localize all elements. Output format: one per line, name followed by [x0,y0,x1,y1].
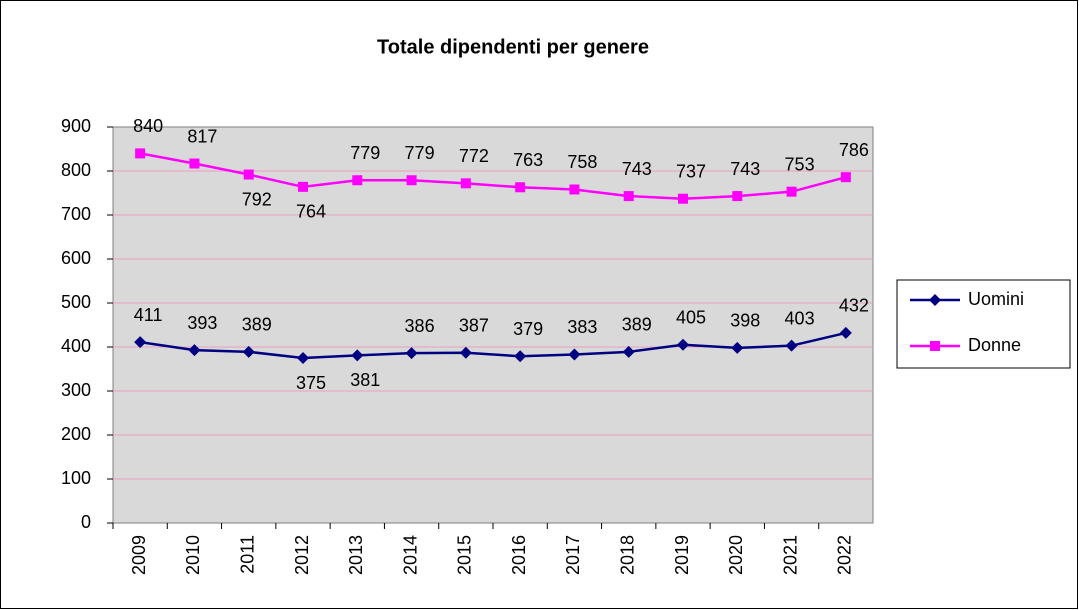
marker [243,169,254,180]
x-tick-label: 2017 [563,535,583,575]
series-line [139,152,847,200]
data-label: 405 [676,308,706,328]
marker [929,294,941,306]
data-label: 743 [730,159,760,179]
data-label: 381 [350,370,380,390]
y-tick-label: 600 [61,248,91,268]
data-label: 817 [187,126,217,146]
x-tick-label: 2009 [129,535,149,575]
y-tick-label: 300 [61,380,91,400]
y-tick-label: 500 [61,292,91,312]
marker [459,346,472,359]
y-tick-label: 400 [61,336,91,356]
data-label: 387 [459,315,489,335]
data-label: 375 [296,373,326,393]
y-tick-label: 0 [81,512,91,532]
x-tick-label: 2014 [400,535,420,575]
data-label: 758 [567,152,597,172]
marker [677,338,689,351]
x-tick-label: 2021 [780,535,800,575]
x-tick-label: 2010 [183,535,203,575]
marker [785,339,798,352]
y-tick-label: 800 [61,160,91,180]
y-tick-label: 200 [61,424,91,444]
data-label: 432 [839,296,869,316]
x-tick-label: 2011 [237,535,257,574]
marker [189,158,200,169]
marker [678,193,688,204]
x-tick-label: 2018 [617,535,637,575]
plot-area [112,126,874,524]
data-label: 753 [785,154,815,174]
legend-label: Uomini [968,289,1024,309]
x-tick-label: 2020 [726,535,746,575]
data-label: 383 [567,317,597,337]
data-label: 840 [133,116,163,136]
marker [731,341,744,354]
marker [297,352,309,364]
data-label: 772 [459,146,489,166]
data-label: 386 [405,316,435,336]
marker [568,348,581,361]
data-label: 389 [622,315,652,335]
series-line [139,331,847,360]
data-label: 389 [242,315,272,335]
marker [352,175,363,186]
marker [134,336,147,349]
legend [896,279,1071,369]
x-tick-label: 2019 [672,535,692,575]
data-label: 786 [839,140,869,160]
data-label: 792 [242,189,272,209]
marker [514,350,527,363]
marker [298,181,308,192]
marker [569,184,580,195]
data-label: 379 [513,319,543,339]
data-label: 398 [730,311,760,331]
marker [351,349,364,362]
data-label: 411 [134,305,163,325]
y-tick-label: 700 [61,204,91,224]
marker [242,345,255,358]
chart-title: Totale dipendenti per genere [377,36,649,58]
marker [930,341,940,351]
data-label: 764 [296,202,326,222]
marker [622,345,635,358]
marker [406,175,417,186]
data-label: 779 [350,143,380,163]
marker [188,344,201,357]
data-label: 737 [676,161,706,181]
marker [623,191,634,202]
x-tick-label: 2022 [835,535,855,575]
y-tick-label: 100 [61,468,91,488]
x-tick-label: 2016 [509,535,529,575]
marker [515,182,526,193]
marker [840,172,851,183]
x-tick-label: 2012 [292,535,312,575]
marker [135,148,146,159]
marker [786,186,797,197]
x-tick-label: 2013 [346,535,366,575]
marker [839,326,852,339]
data-label: 403 [785,308,815,328]
x-tick-label: 2015 [455,535,475,575]
marker [732,191,743,202]
y-tick-label: 900 [61,116,91,136]
data-label: 779 [405,143,435,163]
data-label: 763 [513,150,543,170]
data-label: 743 [622,159,652,179]
data-label: 393 [187,313,217,333]
marker [405,347,418,360]
legend-label: Donne [968,335,1021,355]
marker [460,178,471,189]
